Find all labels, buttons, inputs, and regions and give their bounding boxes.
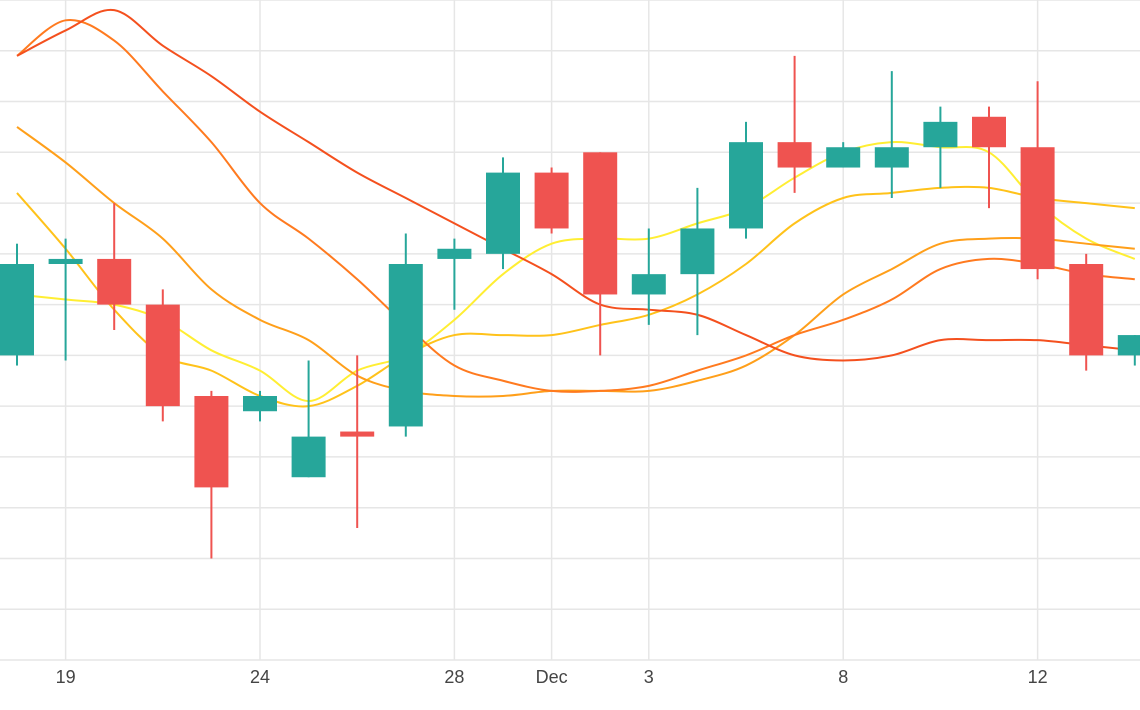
candle-body bbox=[486, 172, 520, 254]
x-tick-label: 8 bbox=[838, 667, 848, 687]
candle-body bbox=[48, 258, 83, 264]
candles bbox=[0, 55, 1140, 559]
candle-body bbox=[729, 142, 763, 229]
ma-line-3 bbox=[16, 126, 1135, 398]
candle bbox=[729, 121, 763, 239]
candle-body bbox=[534, 172, 569, 229]
x-tick-label: Dec bbox=[536, 667, 568, 687]
candle bbox=[194, 390, 229, 559]
candle-body bbox=[437, 248, 472, 259]
x-tick-label: 24 bbox=[250, 667, 270, 687]
candle bbox=[777, 55, 812, 193]
candle-body bbox=[777, 142, 812, 168]
candle bbox=[923, 106, 958, 188]
ma-line-2 bbox=[16, 185, 1135, 408]
candle bbox=[631, 228, 666, 325]
candle bbox=[48, 238, 83, 361]
candle bbox=[0, 243, 34, 366]
candle-body bbox=[1069, 264, 1104, 356]
candle bbox=[437, 238, 472, 310]
candle-body bbox=[0, 264, 34, 356]
candle bbox=[826, 142, 861, 168]
ma-line-4 bbox=[16, 18, 1135, 393]
x-tick-label: 12 bbox=[1028, 667, 1048, 687]
candle bbox=[1020, 81, 1055, 280]
candle-body bbox=[874, 147, 909, 168]
candle bbox=[243, 390, 277, 422]
x-tick-label: 19 bbox=[56, 667, 76, 687]
candle bbox=[1117, 335, 1140, 366]
candle bbox=[291, 360, 326, 478]
candle bbox=[486, 157, 520, 270]
x-tick-label: 3 bbox=[644, 667, 654, 687]
ma-line-5 bbox=[16, 8, 1135, 362]
candle-body bbox=[923, 121, 958, 148]
candle bbox=[583, 152, 618, 356]
candle-body bbox=[97, 258, 132, 305]
x-axis-ticks: 19 24 28 Dec 3 8 12 bbox=[56, 667, 1048, 687]
candle-body bbox=[291, 436, 326, 478]
candle bbox=[874, 71, 909, 198]
candle bbox=[680, 187, 715, 336]
candle bbox=[534, 167, 569, 234]
candle-body bbox=[631, 274, 666, 295]
candle-body bbox=[194, 396, 229, 488]
candle-body bbox=[972, 116, 1006, 148]
x-tick-label: 28 bbox=[444, 667, 464, 687]
candle bbox=[972, 106, 1006, 209]
ma-line-1 bbox=[16, 141, 1136, 403]
candle bbox=[1069, 253, 1104, 371]
candle bbox=[97, 203, 132, 330]
candle bbox=[340, 355, 375, 528]
candle-body bbox=[388, 264, 423, 427]
candle bbox=[145, 289, 180, 422]
candle-body bbox=[826, 147, 861, 168]
candle-body bbox=[145, 304, 180, 407]
candle-body bbox=[1117, 335, 1140, 356]
candle-body bbox=[680, 228, 715, 275]
moving-average-lines bbox=[16, 8, 1136, 408]
candle-body bbox=[1020, 147, 1055, 270]
candle-body bbox=[243, 396, 277, 412]
candle bbox=[388, 233, 423, 437]
candle-body bbox=[583, 152, 618, 295]
candle-body bbox=[340, 431, 375, 437]
